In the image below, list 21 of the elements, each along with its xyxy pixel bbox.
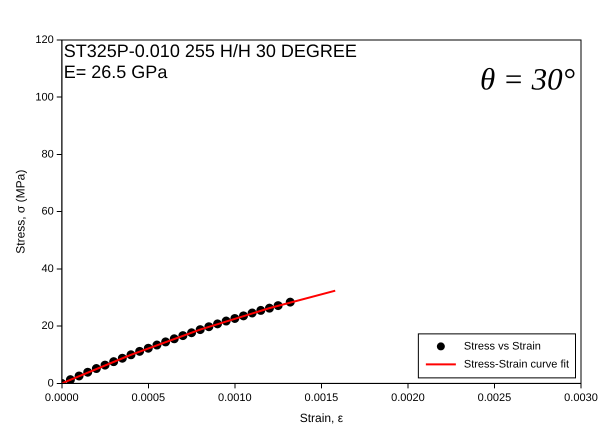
y-tick-label: 40 <box>42 262 54 275</box>
x-tick-label: 0.0000 <box>44 392 79 404</box>
x-tick-label: 0.0015 <box>304 392 338 404</box>
y-tick-label: 0 <box>48 377 54 390</box>
y-tick-label: 20 <box>42 320 54 332</box>
y-axis-title: Stress, σ (MPa) <box>14 170 28 254</box>
y-tick-label: 100 <box>35 91 54 104</box>
x-tick-label: 0.0020 <box>391 392 425 404</box>
annotation: E= 26.5 GPa <box>64 62 168 82</box>
legend-label: Stress-Strain curve fit <box>464 358 569 370</box>
x-tick-label: 0.0025 <box>478 392 512 404</box>
legend-label: Stress vs Strain <box>464 340 541 352</box>
x-tick-label: 0.0030 <box>564 392 598 404</box>
annotation: θ = 30° <box>480 62 575 97</box>
x-axis-title: Strain, ε <box>300 411 344 426</box>
y-tick-label: 120 <box>35 34 54 46</box>
y-tick-label: 60 <box>42 206 54 218</box>
annotation: ST325P-0.010 255 H/H 30 DEGREE <box>64 40 357 61</box>
y-tick-label: 80 <box>42 148 54 160</box>
x-tick-label: 0.0005 <box>131 392 166 404</box>
x-tick-label: 0.0010 <box>218 392 252 404</box>
